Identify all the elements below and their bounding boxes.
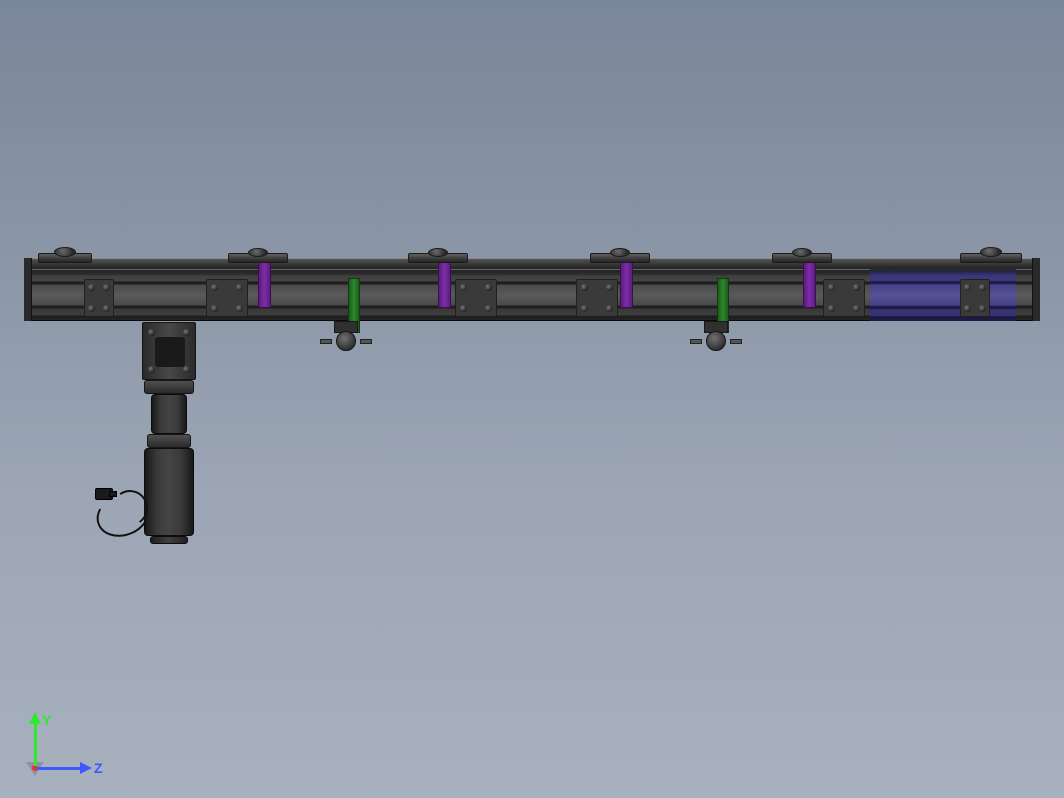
bracket-plate-narrow [84,279,114,317]
axis-y-label: Y [42,712,51,728]
carriage [228,249,288,263]
motor-body [144,448,194,536]
carriage [38,249,92,263]
axis-y-line [34,722,37,766]
bracket-plate [206,279,248,317]
bracket-plate [823,279,865,317]
motor-mount-bracket [142,322,196,380]
bracket-plate [455,279,497,317]
clip-purple [438,262,451,308]
rail-endcap-left [24,258,32,321]
cad-viewport[interactable]: Y Z [0,0,1064,798]
carriage [960,249,1022,263]
carriage [408,249,468,263]
bracket-plate-narrow [960,279,990,317]
carriage [772,249,832,263]
clip-purple [803,262,816,308]
rail-top-plate [24,258,1040,269]
bracket-plate [576,279,618,317]
axis-z-arrow-icon [80,762,92,774]
axis-y-arrow-icon [29,712,41,724]
rail-endcap-right [1032,258,1040,321]
clip-purple [258,262,271,308]
motor-gearbox [151,394,187,434]
axis-z-line [37,767,81,770]
rail-end-right [870,269,1016,321]
motor-endcap [150,536,188,544]
motor-flange-upper [144,380,194,394]
axis-triad[interactable]: Y Z [20,712,110,792]
axis-z-label: Z [94,760,103,776]
motor-flange-lower [147,434,191,448]
carriage [590,249,650,263]
clip-purple [620,262,633,308]
